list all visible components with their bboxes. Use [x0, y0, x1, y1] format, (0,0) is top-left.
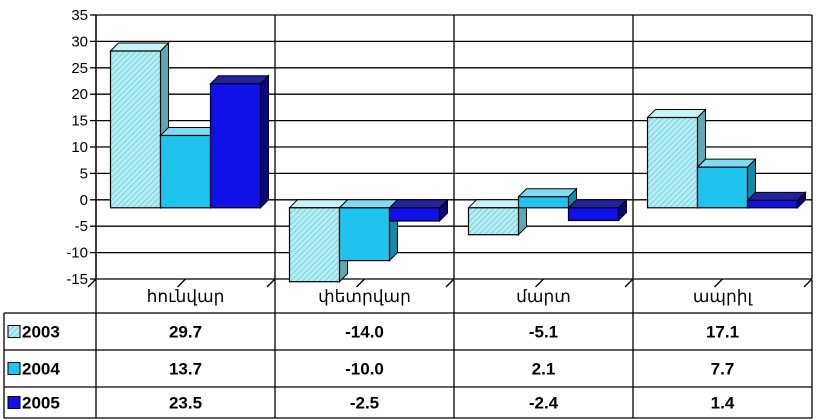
value-label: -10.0: [345, 360, 384, 379]
value-label: 29.7: [169, 323, 202, 342]
floor-tick: [445, 278, 455, 288]
y-tick-label: 25: [71, 60, 88, 77]
y-tick-label: -5: [75, 218, 88, 235]
y-tick-label: 5: [80, 165, 88, 182]
bar-2005-1: [209, 74, 270, 210]
y-tick-label: 35: [71, 7, 88, 24]
y-tick-label: -15: [66, 271, 88, 288]
category-label: փետրվար: [318, 287, 411, 306]
value-label: -2.4: [529, 394, 559, 413]
y-tick-label: 30: [71, 33, 88, 50]
value-label: 17.1: [706, 323, 739, 342]
floor-tick: [803, 278, 813, 288]
legend-key-2003: [7, 325, 21, 338]
bar-2004-3: [517, 187, 578, 210]
y-tick-label: -10: [66, 245, 88, 262]
legend-key-2005: [7, 396, 21, 409]
legend-key-2004: [7, 362, 21, 375]
bar-2003-4: [646, 108, 707, 210]
y-tick-label: 20: [71, 86, 88, 103]
bar-2004-2: [338, 198, 399, 262]
series-label: 2005: [22, 394, 60, 413]
value-label: -5.1: [529, 323, 558, 342]
bar-2005-2: [388, 198, 449, 223]
floor-tick: [714, 278, 723, 288]
y-tick-label: 10: [71, 139, 88, 156]
floor-tick: [177, 278, 186, 288]
bar-2003-2: [288, 198, 349, 283]
value-label: 2.1: [532, 360, 556, 379]
series-label: 2004: [22, 360, 60, 379]
series-label: 2003: [22, 323, 60, 342]
value-label: -2.5: [350, 394, 379, 413]
floor-tick: [87, 278, 97, 288]
bar-2003-1: [109, 41, 170, 210]
y-tick-label: 0: [80, 192, 88, 209]
bars: [109, 41, 807, 283]
bar-2005-3: [567, 198, 628, 222]
value-label: 7.7: [711, 360, 735, 379]
value-label: -14.0: [345, 323, 384, 342]
floor-tick: [266, 278, 276, 288]
bar-2004-1: [159, 126, 220, 210]
y-axis: -15 -10 -5 0 5 10 15 20 25 30 35: [66, 7, 97, 288]
value-label: 1.4: [711, 394, 735, 413]
value-label: 23.5: [169, 394, 202, 413]
category-label: ապրիլ: [693, 287, 754, 306]
category-label: մարտ: [516, 287, 571, 306]
floor-tick: [356, 278, 365, 288]
bar-2003-3: [467, 198, 528, 236]
value-label: 13.7: [169, 360, 202, 379]
floor-tick: [535, 278, 544, 288]
floor-tick: [624, 278, 634, 288]
data-table: հունվար փետրվար մարտ ապրիլ 2003 29.7 -14.0 -5.1…: [3, 280, 813, 419]
y-tick-label: 15: [71, 113, 88, 130]
category-label: հունվար: [147, 287, 225, 306]
bar-2005-4: [746, 191, 807, 210]
